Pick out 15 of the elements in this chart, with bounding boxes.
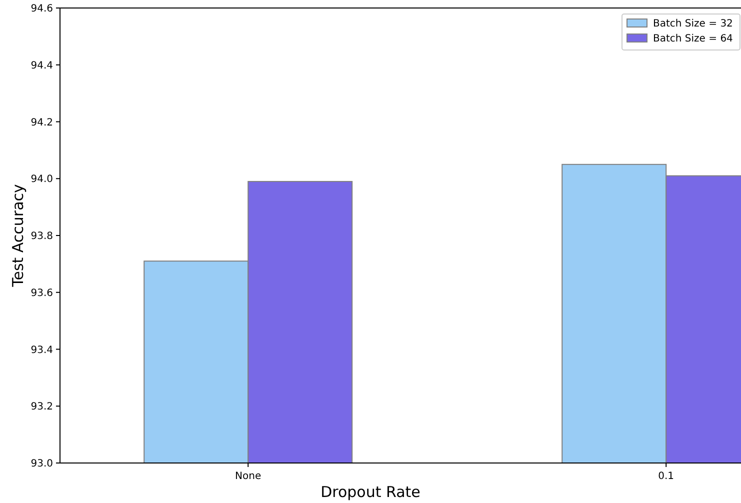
legend-label: Batch Size = 64 (653, 34, 733, 44)
y-tick-label: 94.4 (30, 60, 53, 72)
y-tick-label: 94.6 (30, 4, 53, 14)
y-tick-label: 93.4 (30, 344, 53, 356)
y-tick-label: 93.6 (30, 288, 53, 299)
x-tick-label: None (235, 471, 262, 482)
y-tick-label: 94.0 (30, 174, 53, 186)
y-tick-label: 93.0 (30, 458, 53, 470)
y-tick-label: 93.2 (30, 402, 53, 413)
legend-label: Batch Size = 32 (653, 18, 733, 30)
x-axis-title: Dropout Rate (320, 483, 420, 501)
y-axis-title: Test Accuracy (9, 184, 27, 288)
x-tick-label: 0.1 (658, 471, 674, 482)
y-tick-label: 94.2 (30, 117, 53, 128)
y-tick-label: 93.8 (30, 231, 53, 242)
